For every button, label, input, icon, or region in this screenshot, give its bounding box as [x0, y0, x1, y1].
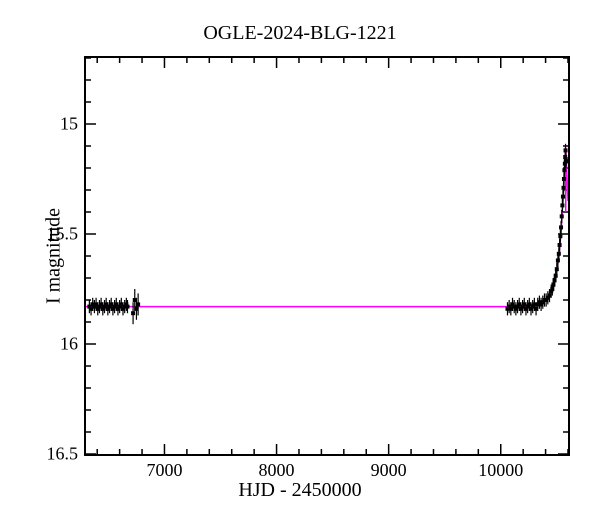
x-tick-label: 8000 [259, 460, 295, 481]
y-tick-label: 15 [60, 114, 78, 135]
chart-svg [86, 58, 568, 454]
y-tick-label: 15.5 [47, 224, 79, 245]
y-tick-label: 16 [60, 334, 78, 355]
y-tick-label: 16.5 [47, 444, 79, 465]
chart-title: OGLE-2024-BLG-1221 [0, 22, 600, 45]
x-tick-label: 7000 [146, 460, 182, 481]
plot-area [84, 56, 570, 456]
chart-container: OGLE-2024-BLG-1221 I magnitude HJD - 245… [0, 0, 600, 512]
x-axis-label: HJD - 2450000 [0, 479, 600, 502]
x-tick-label: 9000 [371, 460, 407, 481]
x-tick-label: 10000 [478, 460, 523, 481]
y-axis-label: I magnitude [43, 208, 66, 304]
